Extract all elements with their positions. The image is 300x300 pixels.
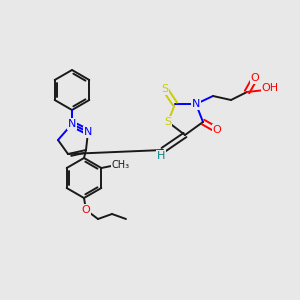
Text: S: S — [161, 84, 169, 94]
Text: N: N — [84, 127, 92, 137]
Text: H: H — [157, 151, 165, 161]
Text: CH₃: CH₃ — [111, 160, 129, 170]
Text: O: O — [82, 205, 90, 215]
Text: O: O — [250, 73, 260, 83]
Text: N: N — [68, 119, 76, 129]
Text: O: O — [213, 125, 221, 135]
Text: S: S — [164, 117, 172, 127]
Text: OH: OH — [261, 83, 279, 93]
Text: N: N — [192, 99, 200, 109]
